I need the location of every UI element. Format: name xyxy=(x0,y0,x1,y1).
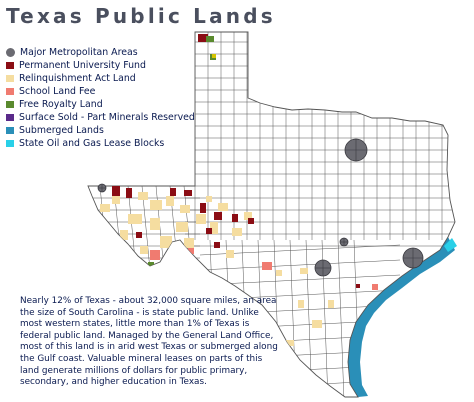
legend-item-relinquishment: Relinquishment Act Land xyxy=(6,72,195,84)
legend-label: Permanent University Fund xyxy=(19,59,146,71)
legend-label: School Land Fee xyxy=(19,85,96,97)
metro-markers xyxy=(97,138,424,277)
legend-item-free-royalty: Free Royalty Land xyxy=(6,98,195,110)
land-parcel xyxy=(170,246,174,252)
legend-label: Relinquishment Act Land xyxy=(19,72,136,84)
land-parcel xyxy=(162,258,168,264)
legend-item-university: Permanent University Fund xyxy=(6,59,195,71)
land-parcel xyxy=(196,214,206,224)
land-parcel xyxy=(312,320,322,328)
description-text: Nearly 12% of Texas - about 32,000 squar… xyxy=(20,296,278,388)
map-legend: Major Metropolitan Areas Permanent Unive… xyxy=(6,46,195,150)
land-parcel xyxy=(262,262,272,270)
land-parcel xyxy=(232,214,238,222)
land-parcel xyxy=(300,268,308,274)
county-line xyxy=(337,239,345,397)
legend-label: Major Metropolitan Areas xyxy=(20,46,138,58)
land-parcel xyxy=(150,218,160,230)
land-parcel xyxy=(214,212,222,220)
legend-swatch-school-land xyxy=(6,87,14,95)
land-parcel xyxy=(200,203,206,213)
land-parcel xyxy=(140,246,148,254)
land-parcel xyxy=(206,228,212,234)
land-parcel xyxy=(150,250,160,260)
land-parcel xyxy=(206,36,214,42)
legend-swatch-lease-blocks xyxy=(6,139,14,147)
land-parcel xyxy=(150,200,162,210)
legend-swatch-free-royalty xyxy=(6,100,14,108)
land-parcel xyxy=(214,242,220,248)
land-parcel xyxy=(248,218,254,224)
legend-swatch-relinquishment xyxy=(6,74,14,82)
land-parcel xyxy=(226,250,234,258)
lease-block xyxy=(444,238,457,252)
land-parcel xyxy=(372,284,378,290)
land-parcel xyxy=(188,248,194,254)
land-parcel xyxy=(170,188,176,196)
land-parcel xyxy=(212,54,216,58)
land-parcel xyxy=(138,192,148,200)
land-parcel xyxy=(160,236,172,248)
legend-label: State Oil and Gas Lease Blocks xyxy=(19,137,165,149)
land-parcel xyxy=(276,270,282,276)
county-line xyxy=(199,274,401,286)
legend-swatch-surface-sold xyxy=(6,113,14,121)
land-parcel xyxy=(184,238,194,248)
legend-label: Free Royalty Land xyxy=(19,98,103,110)
land-parcel xyxy=(112,196,120,204)
land-parcel xyxy=(286,340,294,346)
legend-label: Surface Sold - Part Minerals Reserved xyxy=(19,111,195,123)
land-parcel xyxy=(136,232,142,238)
legend-item-school-land: School Land Fee xyxy=(6,85,195,97)
legend-swatch-metro xyxy=(6,47,15,57)
land-parcel xyxy=(356,284,360,288)
land-parcel xyxy=(180,205,190,213)
legend-item-surface-sold: Surface Sold - Part Minerals Reserved xyxy=(6,111,195,123)
land-parcel xyxy=(162,262,170,268)
land-parcel xyxy=(112,184,120,196)
legend-item-metro: Major Metropolitan Areas xyxy=(6,46,195,58)
land-parcel xyxy=(166,196,174,206)
land-parcel xyxy=(126,188,132,198)
land-parcel xyxy=(244,212,252,220)
legend-item-submerged: Submerged Lands xyxy=(6,124,195,136)
legend-label: Submerged Lands xyxy=(19,124,104,136)
land-parcel xyxy=(170,252,176,258)
land-parcel xyxy=(176,222,188,232)
page-title: Texas Public Lands xyxy=(6,4,276,28)
land-parcel xyxy=(210,222,218,234)
land-parcel xyxy=(328,300,334,308)
land-parcel xyxy=(184,190,192,196)
land-parcel xyxy=(206,196,212,202)
land-parcel xyxy=(120,230,128,240)
legend-swatch-submerged xyxy=(6,126,14,134)
land-parcel xyxy=(148,262,154,268)
land-parcel xyxy=(218,203,228,211)
legend-item-lease-blocks: State Oil and Gas Lease Blocks xyxy=(6,137,195,149)
land-parcel xyxy=(100,204,110,212)
land-parcel xyxy=(128,214,142,224)
legend-swatch-university xyxy=(6,61,14,69)
county-line xyxy=(199,259,401,271)
land-parcel xyxy=(232,228,242,236)
submerged-lands-band xyxy=(348,237,455,397)
land-parcel xyxy=(198,34,208,42)
land-parcel xyxy=(298,300,304,308)
